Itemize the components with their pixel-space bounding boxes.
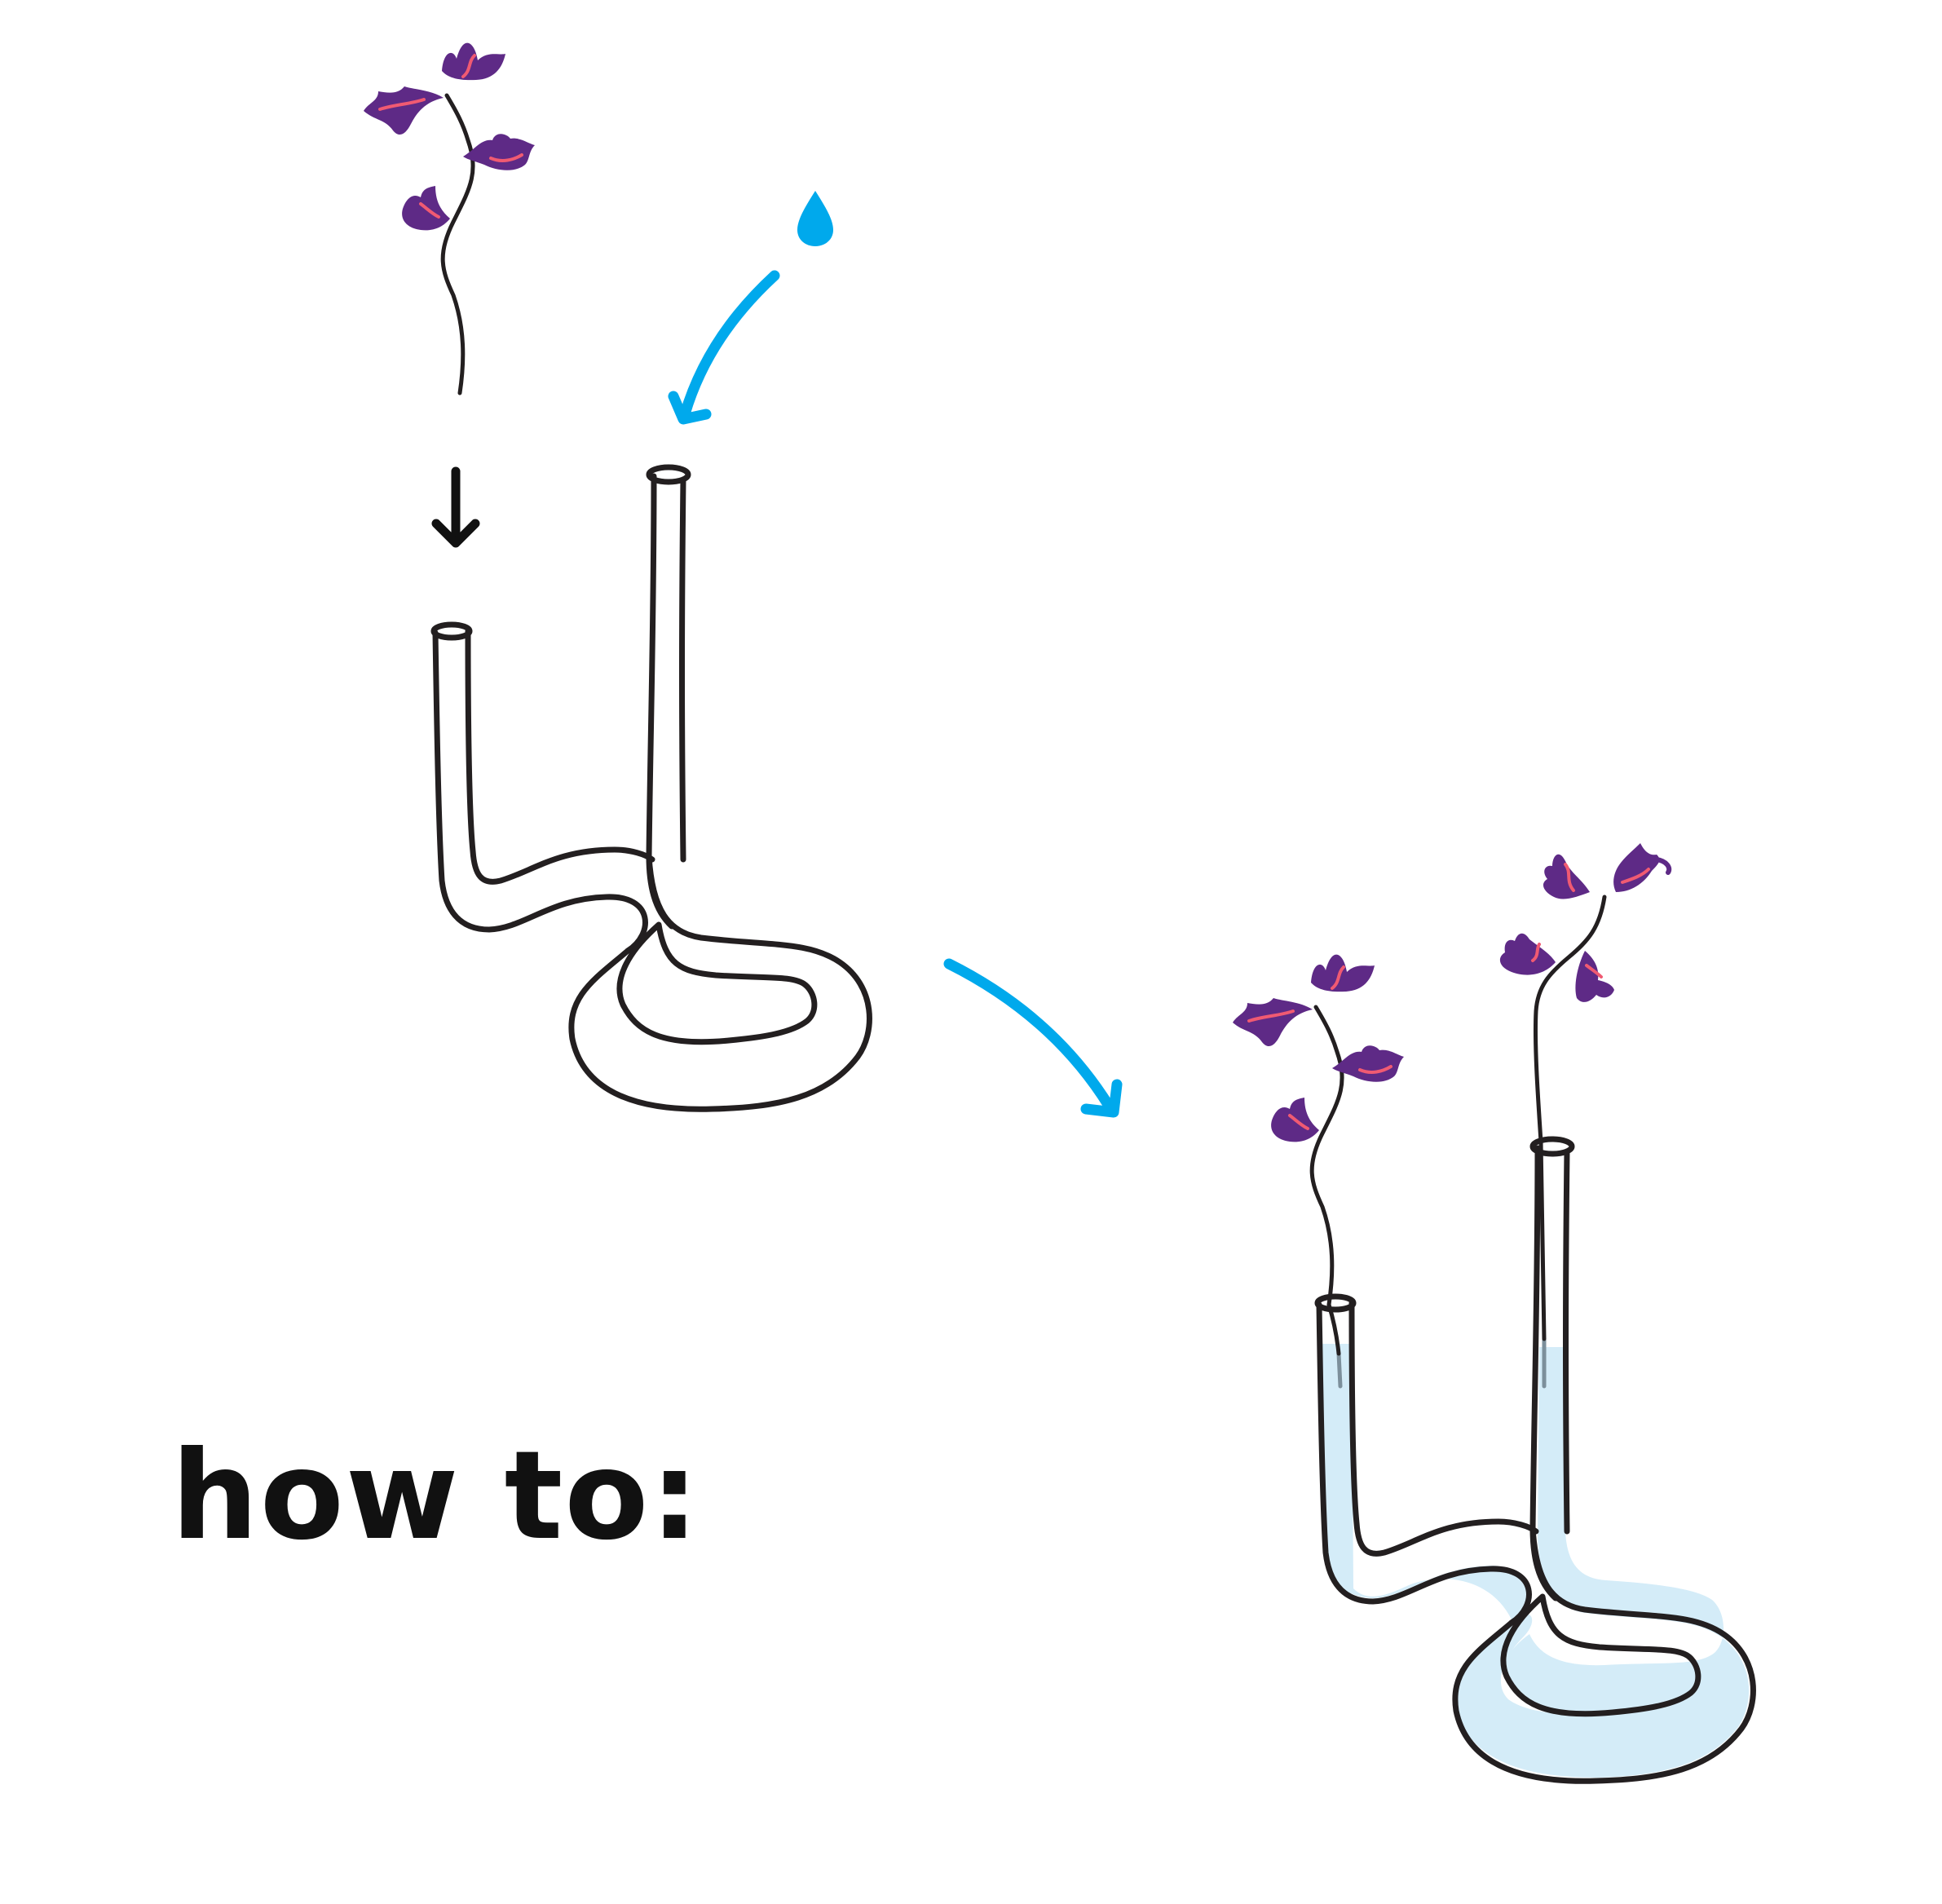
page-title: how to: (171, 1425, 701, 1567)
flower-stem-icon (1233, 955, 1404, 1389)
water-drop-icon (797, 191, 833, 246)
filled-vase (1317, 1139, 1753, 1781)
curved-arrow-icon (943, 958, 1123, 1118)
curved-arrow-icon (668, 270, 780, 425)
empty-vase (434, 467, 869, 1109)
arrow-down-icon (431, 466, 480, 548)
flower-stem-icon (1500, 843, 1669, 1389)
loose-flower-icon (364, 43, 535, 393)
